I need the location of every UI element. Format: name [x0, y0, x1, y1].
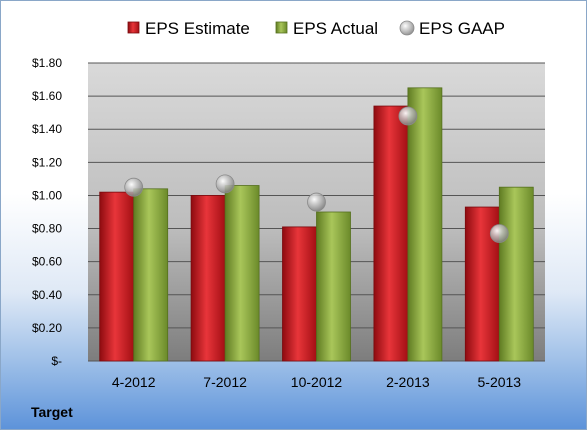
x-tick-label: 10-2012 — [291, 374, 343, 390]
y-tick-label: $0.80 — [32, 222, 62, 236]
bar-eps-actual — [498, 186, 534, 362]
bar-eps-estimate — [99, 191, 135, 362]
y-tick-label: $0.60 — [32, 255, 62, 269]
legend-label: EPS Estimate — [145, 19, 250, 38]
legend-swatch — [399, 20, 415, 36]
y-axis-ticks: $- $0.20 $0.40 $0.60 $0.80 $1.00 $1.20 $1.40 $1.… — [32, 56, 62, 368]
legend-swatch — [127, 21, 140, 34]
bar-eps-estimate — [373, 105, 409, 362]
legend-label: EPS Actual — [293, 19, 378, 38]
bar-eps-actual — [407, 87, 443, 362]
x-tick-label: 4-2012 — [112, 374, 156, 390]
bar-eps-estimate — [190, 195, 226, 362]
x-axis-labels: 4-2012 7-2012 10-2012 2-2013 5-2013 — [112, 374, 521, 390]
x-tick-label: 2-2013 — [386, 374, 430, 390]
y-tick-label: $1.60 — [32, 89, 62, 103]
y-tick-label: $0.20 — [32, 321, 62, 335]
x-tick-label: 7-2012 — [203, 374, 247, 390]
legend-label: EPS GAAP — [419, 19, 505, 38]
bar-eps-actual — [224, 185, 260, 362]
y-tick-label: $1.40 — [32, 122, 62, 136]
marker-eps-gaap — [398, 106, 418, 126]
x-tick-label: 5-2013 — [478, 374, 522, 390]
marker-eps-gaap — [307, 192, 326, 212]
bar-eps-estimate — [282, 226, 317, 362]
marker-eps-gaap — [489, 224, 509, 243]
bar-eps-actual — [133, 188, 169, 362]
bar-eps-actual — [316, 211, 351, 362]
gaap-markers — [124, 106, 509, 243]
y-tick-label: $1.20 — [32, 155, 62, 169]
y-tick-label: $- — [51, 354, 62, 368]
bars — [99, 87, 534, 362]
y-tick-label: $0.40 — [32, 288, 62, 302]
y-tick-label: $1.00 — [32, 188, 62, 202]
legend: EPS Estimate EPS Actual EPS GAAP — [127, 19, 505, 38]
y-tick-label: $1.80 — [32, 56, 62, 70]
marker-eps-gaap — [124, 177, 144, 197]
legend-swatch — [275, 21, 288, 34]
company-label: Target — [31, 404, 73, 420]
marker-eps-gaap — [215, 174, 235, 194]
